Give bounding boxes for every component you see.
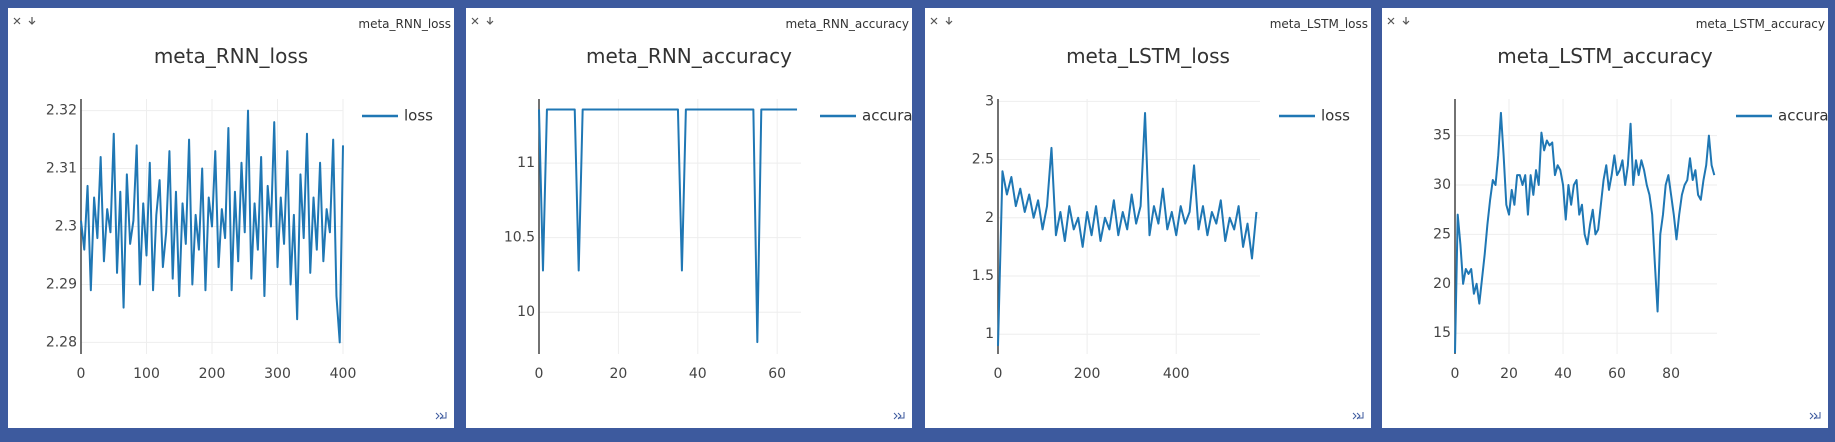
chart: meta_LSTM_accuracy meta_LSTM_accuracy 15 20… xyxy=(1387,17,1835,420)
x-tick-label: 20 xyxy=(1500,366,1518,382)
chart-title: meta_LSTM_loss xyxy=(1066,44,1230,68)
x-tick-label: 200 xyxy=(1074,366,1101,382)
chart-title: meta_RNN_accuracy xyxy=(586,44,792,68)
y-tick-label: 2.29 xyxy=(46,276,77,292)
x-tick-label: 0 xyxy=(535,366,544,382)
x-tick-label: 80 xyxy=(1662,366,1680,382)
y-tick-label: 1 xyxy=(985,326,994,342)
resize-handle[interactable] xyxy=(1809,412,1821,420)
legend-label: accuracy xyxy=(862,107,912,125)
y-tick-label: 20 xyxy=(1433,276,1451,292)
download-button[interactable] xyxy=(1402,17,1410,25)
close-button[interactable] xyxy=(13,17,21,25)
y-tick-label: 3 xyxy=(985,93,994,109)
window: meta_RNN_accuracy meta_RNN_accuracy 10 10.5… xyxy=(466,8,930,428)
window-title: meta_LSTM_accuracy xyxy=(1696,17,1825,31)
x-tick-label: 0 xyxy=(77,366,86,382)
data-line xyxy=(997,111,1258,346)
y-tick-label: 2.3 xyxy=(55,219,77,235)
resize-handle[interactable] xyxy=(893,412,905,420)
x-tick-label: 100 xyxy=(133,366,160,382)
download-button[interactable] xyxy=(945,17,953,25)
window-title: meta_LSTM_loss xyxy=(1270,17,1368,31)
x-tick-label: 0 xyxy=(994,366,1003,382)
y-tick-label: 2.32 xyxy=(46,103,77,119)
chart-title: meta_RNN_loss xyxy=(154,44,308,68)
download-button[interactable] xyxy=(28,17,36,25)
y-tick-label: 2.31 xyxy=(46,161,77,177)
y-tick-label: 10 xyxy=(517,304,535,320)
y-tick-label: 2.5 xyxy=(972,152,994,168)
data-line xyxy=(80,109,344,344)
window: meta_RNN_loss meta_RNN_loss 2.28 2.29 2.3 2.3… xyxy=(8,8,454,428)
y-tick-label: 1.5 xyxy=(972,268,994,284)
chart-title: meta_LSTM_accuracy xyxy=(1497,44,1713,68)
close-button[interactable] xyxy=(930,17,938,25)
chart: meta_RNN_accuracy meta_RNN_accuracy 10 10.5… xyxy=(471,17,930,420)
legend-label: loss xyxy=(404,107,433,125)
data-line xyxy=(1454,111,1716,354)
close-button[interactable] xyxy=(471,17,479,25)
window: meta_LSTM_accuracy meta_LSTM_accuracy 15 20… xyxy=(1382,8,1835,428)
x-tick-label: 400 xyxy=(1163,366,1190,382)
chart: meta_LSTM_loss meta_LSTM_loss 1 1.5 2 2.5 3 0 20… xyxy=(930,17,1368,420)
x-tick-label: 60 xyxy=(1608,366,1626,382)
x-tick-label: 200 xyxy=(199,366,226,382)
x-tick-label: 60 xyxy=(768,366,786,382)
y-tick-label: 2.28 xyxy=(46,334,77,350)
y-tick-label: 35 xyxy=(1433,128,1451,144)
x-tick-label: 20 xyxy=(609,366,627,382)
y-tick-label: 2 xyxy=(985,210,994,226)
y-tick-label: 15 xyxy=(1433,325,1451,341)
legend-label: loss xyxy=(1321,107,1350,125)
resize-handle[interactable] xyxy=(1352,412,1364,420)
data-line xyxy=(538,108,798,344)
close-button[interactable] xyxy=(1387,17,1395,25)
y-tick-label: 25 xyxy=(1433,226,1451,242)
resize-handle[interactable] xyxy=(435,412,447,420)
window-title: meta_RNN_loss xyxy=(358,17,451,31)
y-tick-label: 11 xyxy=(517,155,535,171)
x-tick-label: 40 xyxy=(689,366,707,382)
window-title: meta_RNN_accuracy xyxy=(785,17,909,31)
window: meta_LSTM_loss meta_LSTM_loss 1 1.5 2 2.5 3 0 20… xyxy=(925,8,1371,428)
x-tick-label: 0 xyxy=(1451,366,1460,382)
x-tick-label: 400 xyxy=(330,366,357,382)
chart: meta_RNN_loss meta_RNN_loss 2.28 2.29 2.3 2.3… xyxy=(13,17,451,420)
legend-label: accuracy xyxy=(1778,107,1828,125)
x-tick-label: 40 xyxy=(1554,366,1572,382)
y-tick-label: 10.5 xyxy=(504,230,535,246)
x-tick-label: 300 xyxy=(264,366,291,382)
download-button[interactable] xyxy=(486,17,494,25)
y-tick-label: 30 xyxy=(1433,177,1451,193)
